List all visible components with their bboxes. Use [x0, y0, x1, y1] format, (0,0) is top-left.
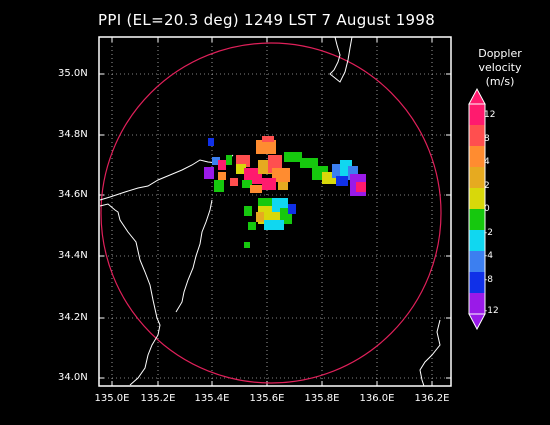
y-tick-label: 35.0N	[58, 68, 88, 79]
echo-band-east	[284, 152, 366, 196]
colorbar-tick-label: -4	[484, 251, 493, 261]
x-tick-label: 136.2E	[414, 393, 450, 404]
echo-region-central	[230, 136, 290, 193]
colorbar-title-line1: Doppler	[478, 47, 522, 60]
colorbar-title-line3: (m/s)	[485, 75, 515, 88]
colorbar-tick-label: 2	[484, 181, 490, 191]
y-tick-label: 34.6N	[58, 189, 88, 200]
y-tick-label: 34.8N	[58, 129, 88, 140]
range-ring	[100, 42, 442, 384]
colorbar-tick-label: -2	[484, 228, 493, 238]
x-tick-label: 135.6E	[249, 393, 285, 404]
colorbar-top-arrow	[468, 87, 486, 105]
colorbar-tick-label: 8	[484, 134, 490, 144]
colorbar-tick-label: 0	[484, 204, 490, 214]
colorbar	[468, 87, 486, 331]
colorbar-title-line2: velocity	[478, 61, 522, 74]
y-tick-label: 34.0N	[58, 372, 88, 383]
colorbar-segment	[469, 125, 485, 147]
colorbar-segment	[469, 146, 485, 168]
colorbar-segment	[469, 104, 485, 126]
colorbar-tick-label: -12	[484, 306, 499, 316]
colorbar-tick-label: 4	[484, 157, 490, 167]
colorbar-segment	[469, 293, 485, 315]
x-tick-label: 136.0E	[359, 393, 395, 404]
colorbar-segment	[469, 272, 485, 294]
x-tick-label: 135.0E	[94, 393, 130, 404]
colorbar-segment	[469, 167, 485, 189]
echo-region-south	[244, 198, 296, 248]
x-tick-label: 135.8E	[304, 393, 340, 404]
x-tick-label: 135.4E	[194, 393, 230, 404]
y-tick-label: 34.4N	[58, 250, 88, 261]
axis-ticks	[99, 37, 451, 386]
colorbar-segment	[469, 209, 485, 231]
colorbar-tick-label: 12	[484, 110, 496, 120]
colorbar-segment	[469, 251, 485, 273]
echo-region-west	[204, 138, 232, 192]
x-tick-label: 135.2E	[140, 393, 176, 404]
plot-title: PPI (EL=20.3 deg) 1249 LST 7 August 1998	[98, 11, 436, 29]
y-tick-label: 34.2N	[58, 312, 88, 323]
colorbar-segments	[469, 104, 485, 315]
colorbar-segment	[469, 230, 485, 252]
colorbar-tick-label: -8	[484, 275, 493, 285]
colorbar-segment	[469, 188, 485, 210]
colorbar-bottom-arrow	[468, 313, 486, 331]
